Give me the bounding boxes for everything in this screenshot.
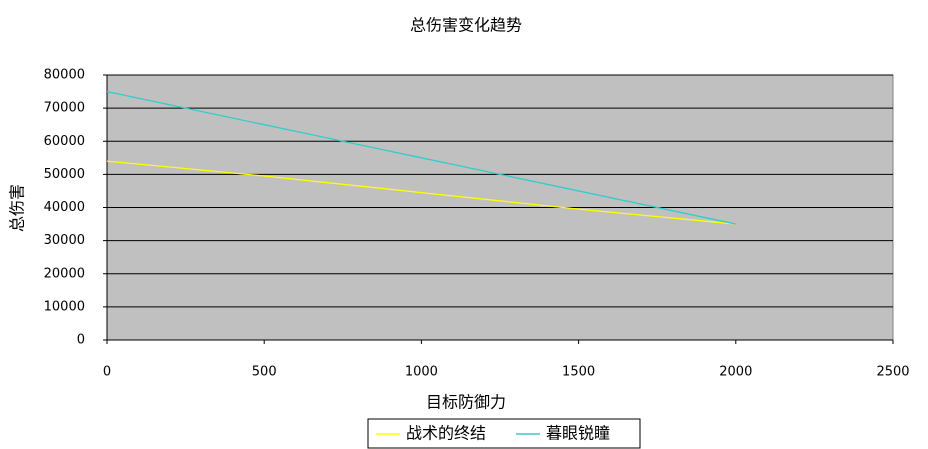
- x-tick-label: 2000: [719, 365, 752, 380]
- y-tick-label: 80000: [44, 68, 85, 83]
- y-tick-label: 30000: [44, 233, 85, 248]
- legend-label: 战术的终结: [406, 424, 486, 443]
- y-tick-label: 60000: [44, 134, 85, 149]
- legend-label: 暮眼锐瞳: [546, 424, 610, 443]
- chart-title: 总伤害变化趋势: [410, 16, 522, 35]
- y-axis-title: 总伤害: [8, 184, 27, 232]
- y-tick-label: 20000: [44, 266, 85, 281]
- x-tick-label: 1000: [405, 365, 438, 380]
- y-tick-label: 0: [77, 333, 85, 348]
- x-tick-label: 2500: [876, 365, 909, 380]
- x-tick-label: 1500: [562, 365, 595, 380]
- y-tick-label: 40000: [44, 200, 85, 215]
- y-tick-label: 50000: [44, 167, 85, 182]
- data-line: [106, 160, 736, 225]
- y-tick-label: 70000: [44, 101, 85, 116]
- x-tick-label: 0: [103, 365, 111, 380]
- legend-box: [367, 418, 641, 449]
- y-tick-label: 10000: [44, 299, 85, 314]
- x-axis-title: 目标防御力: [426, 393, 506, 412]
- x-tick-label: 500: [252, 365, 277, 380]
- data-line: [106, 90, 736, 225]
